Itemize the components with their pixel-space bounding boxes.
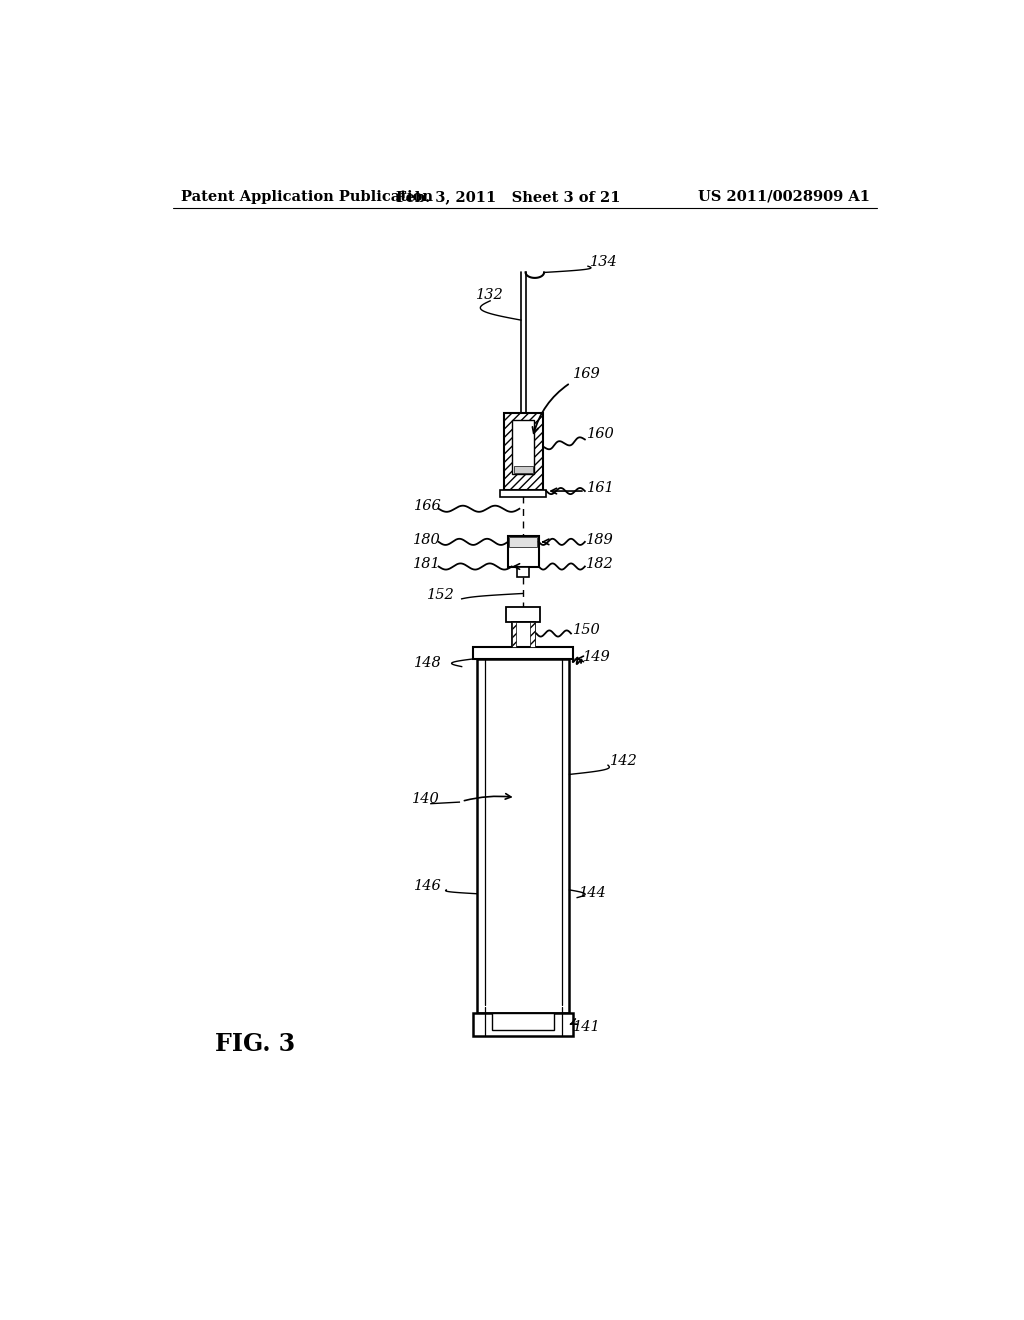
Bar — [514, 466, 532, 473]
Text: 146: 146 — [414, 879, 441, 894]
Text: 152: 152 — [427, 587, 455, 602]
Text: 182: 182 — [587, 557, 614, 572]
Text: 166: 166 — [414, 499, 441, 513]
Text: FIG. 3: FIG. 3 — [215, 1032, 295, 1056]
Text: 140: 140 — [412, 792, 439, 807]
Bar — [477, 659, 569, 1014]
Text: US 2011/0028909 A1: US 2011/0028909 A1 — [697, 190, 869, 203]
Text: 161: 161 — [587, 480, 615, 495]
Bar — [504, 412, 543, 490]
Bar — [500, 490, 547, 498]
Text: 181: 181 — [413, 557, 441, 572]
Text: 144: 144 — [580, 886, 607, 900]
Bar — [509, 537, 538, 548]
Text: 150: 150 — [573, 623, 601, 638]
Bar — [473, 647, 573, 659]
Text: 160: 160 — [587, 428, 615, 441]
Bar — [512, 622, 516, 647]
Bar — [530, 622, 535, 647]
Text: 142: 142 — [610, 754, 638, 767]
Bar — [517, 566, 529, 577]
Text: 169: 169 — [532, 367, 601, 433]
Bar — [473, 1014, 573, 1036]
Text: Feb. 3, 2011   Sheet 3 of 21: Feb. 3, 2011 Sheet 3 of 21 — [395, 190, 621, 203]
Text: 180: 180 — [413, 532, 441, 546]
Text: 148: 148 — [414, 656, 441, 669]
Bar — [512, 622, 535, 647]
Bar — [493, 1014, 554, 1030]
Text: 141: 141 — [570, 1019, 601, 1034]
Text: 149: 149 — [584, 651, 611, 664]
Text: Patent Application Publication: Patent Application Publication — [180, 190, 432, 203]
Bar — [508, 536, 539, 566]
Text: 134: 134 — [590, 255, 618, 268]
Text: 189: 189 — [587, 532, 614, 546]
Bar — [512, 420, 535, 474]
Text: 132: 132 — [475, 289, 503, 302]
Bar — [506, 607, 541, 622]
